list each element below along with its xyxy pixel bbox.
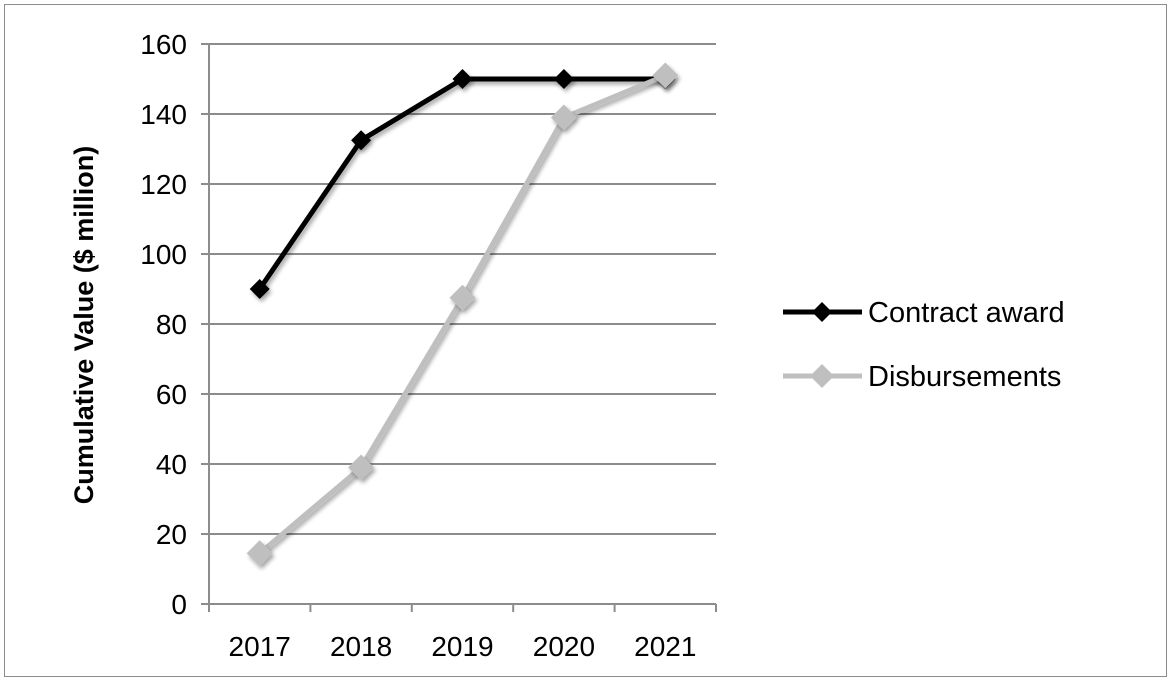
legend-label-disbursements: Disbursements bbox=[868, 361, 1061, 393]
legend-item-disbursements: Disbursements bbox=[783, 361, 1061, 393]
x-tick-label-2021: 2021 bbox=[634, 631, 696, 662]
y-tick-label-40: 40 bbox=[156, 449, 187, 480]
y-tick-label-60: 60 bbox=[156, 379, 187, 410]
data-point-contract-award-2018 bbox=[351, 130, 372, 151]
series-layer bbox=[246, 62, 679, 567]
axes bbox=[201, 43, 717, 612]
data-point-contract-award-2019 bbox=[452, 69, 473, 89]
legend-item-contract-award: Contract award bbox=[783, 297, 1065, 329]
data-point-contract-award-2020 bbox=[553, 69, 574, 89]
y-axis-title: Cumulative Value ($ million) bbox=[69, 146, 99, 505]
y-tick-label-120: 120 bbox=[140, 169, 187, 200]
legend-label-contract-award: Contract award bbox=[868, 297, 1065, 329]
y-tick-label-100: 100 bbox=[140, 239, 187, 270]
data-point-disbursements-2017 bbox=[246, 540, 273, 567]
y-tick-labels: 0 20 40 60 80 100 120 140 160 bbox=[140, 29, 187, 620]
x-tick-label-2017: 2017 bbox=[229, 631, 291, 662]
y-gridlines bbox=[209, 43, 716, 535]
legend: Contract award Disbursements bbox=[783, 297, 1065, 393]
series-line-disbursements bbox=[257, 73, 668, 556]
x-tick-label-2020: 2020 bbox=[533, 631, 595, 662]
y-tick-label-80: 80 bbox=[156, 309, 187, 340]
data-point-contract-award-2017 bbox=[249, 279, 270, 299]
x-tick-label-2019: 2019 bbox=[431, 631, 493, 662]
data-point-disbursements-2018 bbox=[348, 454, 375, 481]
legend-swatch-marker-contract-award bbox=[812, 302, 832, 322]
y-tick-label-0: 0 bbox=[171, 589, 187, 620]
y-tick-label-140: 140 bbox=[140, 99, 187, 130]
x-tick-label-2018: 2018 bbox=[330, 631, 392, 662]
data-point-disbursements-2020 bbox=[550, 104, 577, 131]
y-tick-label-20: 20 bbox=[156, 519, 187, 550]
legend-swatch-marker-disbursements bbox=[810, 364, 834, 388]
series-disbursements bbox=[246, 62, 679, 567]
data-point-disbursements-2021 bbox=[652, 62, 679, 89]
data-point-disbursements-2019 bbox=[449, 284, 476, 311]
chart-frame bbox=[4, 4, 1167, 677]
y-tick-label-160: 160 bbox=[140, 29, 187, 60]
x-tick-labels: 2017 2018 2019 2020 2021 bbox=[229, 631, 697, 662]
